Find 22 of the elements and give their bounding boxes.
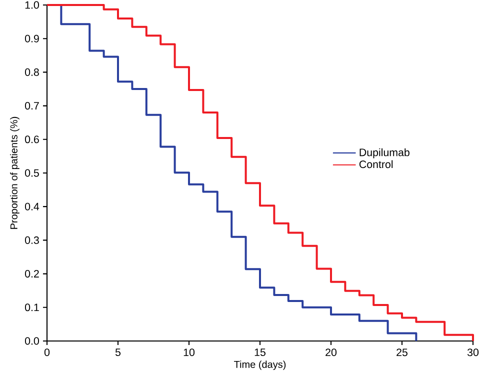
y-axis-title: Proportion of patients (%) — [10, 116, 20, 229]
x-tick-label: 25 — [396, 348, 408, 356]
y-tick-label: 0.8 — [24, 68, 39, 76]
x-tick-label: 15 — [254, 348, 266, 356]
x-tick-label: 30 — [467, 348, 479, 356]
legend-label: Control — [359, 160, 393, 168]
x-tick-label: 5 — [115, 348, 121, 356]
y-tick-label: 0.2 — [24, 270, 39, 278]
x-axis-title: Time (days) — [234, 360, 286, 370]
y-tick-label: 0.9 — [24, 34, 39, 42]
x-tick-label: 20 — [326, 348, 337, 356]
y-tick-label: 1.0 — [25, 1, 39, 9]
x-tick-label: 10 — [184, 348, 195, 356]
y-tick-label: 0.7 — [24, 102, 39, 110]
y-tick-label: 0.5 — [24, 169, 39, 177]
y-tick-label: 0.0 — [24, 337, 39, 345]
x-tick-label: 0 — [44, 348, 50, 356]
y-tick-label: 0.6 — [24, 136, 39, 144]
legend-label: Dupilumab — [360, 148, 410, 158]
y-tick-label: 0.4 — [24, 202, 40, 210]
y-tick-label: 0.1 — [24, 304, 39, 312]
y-tick-label: 0.3 — [24, 236, 39, 244]
